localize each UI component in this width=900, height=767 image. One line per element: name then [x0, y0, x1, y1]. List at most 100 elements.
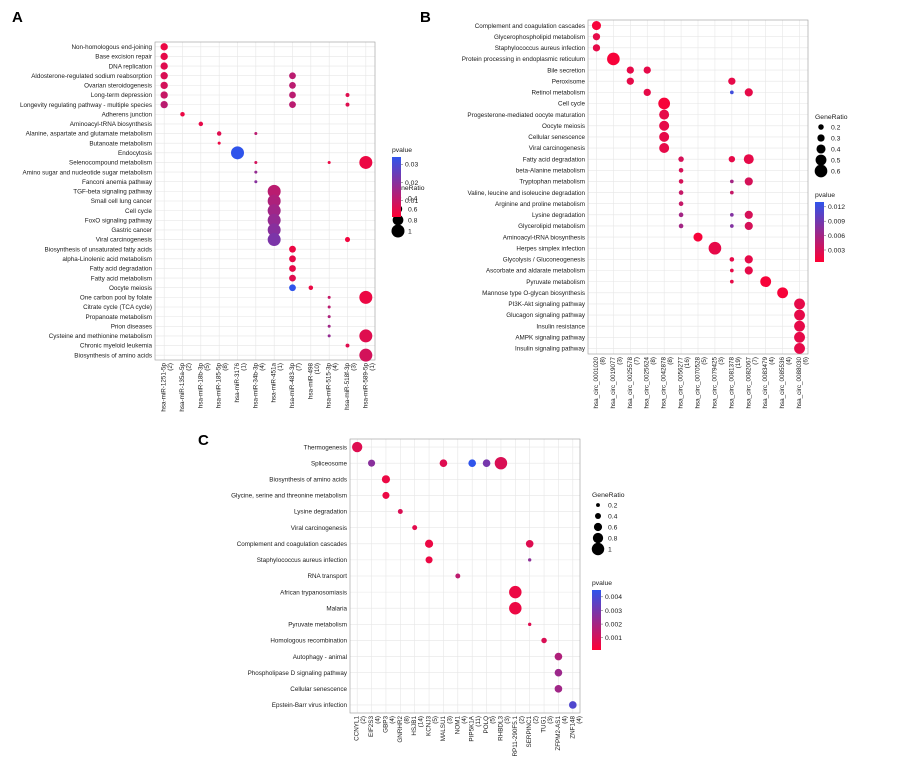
x-tick-label: MALSU1 [440, 716, 447, 742]
data-point [659, 120, 670, 131]
data-point [352, 441, 363, 453]
y-tick-label: Biosynthesis of amino acids [74, 352, 152, 359]
data-point [568, 701, 577, 709]
x-tick-count: (2) [167, 363, 174, 371]
y-tick-label: DNA replication [109, 63, 153, 70]
x-tick-label: hsa-miR-3176 [234, 363, 241, 403]
x-tick-count: (7) [752, 357, 759, 365]
data-point [267, 204, 281, 218]
size-legend-title: GeneRatio [815, 114, 848, 121]
x-tick-count: (4) [576, 716, 583, 724]
data-point [777, 287, 789, 299]
data-point [729, 268, 734, 273]
y-tick-label: Pyruvate metabolism [288, 622, 347, 629]
data-point [160, 62, 168, 70]
data-point [289, 101, 296, 109]
y-tick-label: Staphylococcus aureus infection [257, 557, 348, 564]
size-legend-title: GeneRatio [592, 492, 625, 499]
x-tick-label: hsa-miR-483-3p [289, 363, 296, 409]
y-tick-label: Insulin resistance [536, 323, 585, 330]
x-tick-count: (8) [667, 357, 674, 365]
y-tick-label: Endocytosis [118, 150, 152, 157]
x-tick-count: (4) [332, 363, 339, 371]
size-legend-label: 1 [408, 228, 412, 235]
y-tick-label: Glucagon signaling pathway [506, 312, 586, 319]
x-tick-label: CCNYL1 [354, 716, 361, 741]
x-tick-count: (8) [599, 357, 606, 365]
y-tick-label: Glycolysis / Gluconeogenesis [503, 257, 585, 264]
x-tick-count: (2) [186, 363, 193, 371]
data-point [216, 131, 222, 136]
x-tick-count: (5) [490, 716, 497, 724]
x-tick-count: (1) [241, 363, 248, 371]
x-tick-label: PIP5K1A [469, 715, 476, 741]
y-tick-label: Citrate cycle (TCA cycle) [83, 304, 152, 311]
data-point [678, 156, 684, 162]
data-point [744, 221, 753, 231]
x-tick-label: ZNF148 [569, 716, 576, 739]
y-tick-label: Oocyte meiosis [542, 123, 585, 130]
data-point [160, 52, 168, 61]
color-bar [592, 590, 601, 650]
data-point [327, 160, 331, 164]
x-tick-count: (8) [403, 716, 410, 724]
data-point [289, 255, 296, 263]
y-tick-label: Homologous recombination [270, 638, 347, 645]
data-point [794, 331, 805, 343]
data-point [254, 160, 258, 164]
data-point [659, 109, 670, 120]
y-tick-label: Progesterone-mediated oocyte maturation [467, 112, 585, 119]
y-tick-label: Arginine and proline metabolism [495, 201, 585, 208]
size-legend-dot [391, 224, 405, 238]
y-tick-label: Glycerophospholipid metabolism [494, 34, 585, 41]
plot-border [349, 438, 581, 714]
y-tick-label: Fatty acid metabolism [91, 275, 152, 282]
data-point [382, 491, 390, 499]
plot-border [587, 19, 809, 355]
data-point [592, 33, 601, 41]
x-tick-label: NOM1 [454, 716, 461, 735]
data-point [554, 685, 563, 693]
data-point [678, 190, 684, 195]
data-point [359, 329, 373, 343]
x-tick-label: hsa_circ_0083479 [762, 357, 769, 409]
size-legend-dot [817, 134, 825, 142]
x-tick-label: hsa-miR-34b-3p [252, 363, 259, 409]
data-point [678, 223, 684, 229]
y-tick-label: Thermogenesis [304, 444, 347, 451]
data-point [368, 459, 376, 467]
color-legend-title: pvalue [392, 147, 412, 154]
data-point [439, 459, 448, 467]
y-tick-label: Butanoate metabolism [89, 140, 152, 147]
y-tick-label: Selenocompound metabolism [69, 160, 152, 167]
y-tick-label: Cellular senescence [528, 134, 585, 141]
data-point [729, 279, 734, 284]
color-bar [815, 202, 824, 262]
data-point [592, 44, 601, 52]
size-legend-dot [593, 522, 603, 532]
x-tick-label: POLQ [483, 716, 490, 734]
x-tick-count: (11) [475, 716, 482, 727]
data-point [289, 284, 296, 292]
data-point [678, 168, 684, 173]
panel-B: B Complement and coagulation cascades Glyc… [420, 9, 848, 408]
x-tick-label: hsa_circ_0088030 [796, 357, 803, 409]
data-point [678, 201, 684, 206]
y-tick-label: Viral carcinogenesis [96, 237, 152, 244]
y-tick-label: Ascorbate and aldarate metabolism [486, 268, 585, 275]
data-point [743, 154, 754, 165]
data-point [289, 265, 296, 272]
data-point [198, 121, 204, 127]
color-tick-label: 0.009 [828, 219, 845, 226]
y-tick-label: Cellular senescence [290, 686, 347, 693]
y-tick-label: Biosynthesis of unsaturated fatty acids [45, 246, 152, 253]
data-point [744, 177, 753, 186]
x-tick-count: (3) [351, 363, 358, 371]
color-tick-label: 0.002 [605, 621, 622, 628]
data-point [494, 456, 508, 470]
data-point [397, 509, 403, 515]
y-tick-label: Valine, leucine and isoleucine degradati… [467, 190, 585, 197]
size-legend-label: 1 [608, 546, 612, 553]
y-tick-label: Gastric cancer [111, 227, 152, 234]
y-tick-label: Bile secretion [547, 67, 585, 74]
